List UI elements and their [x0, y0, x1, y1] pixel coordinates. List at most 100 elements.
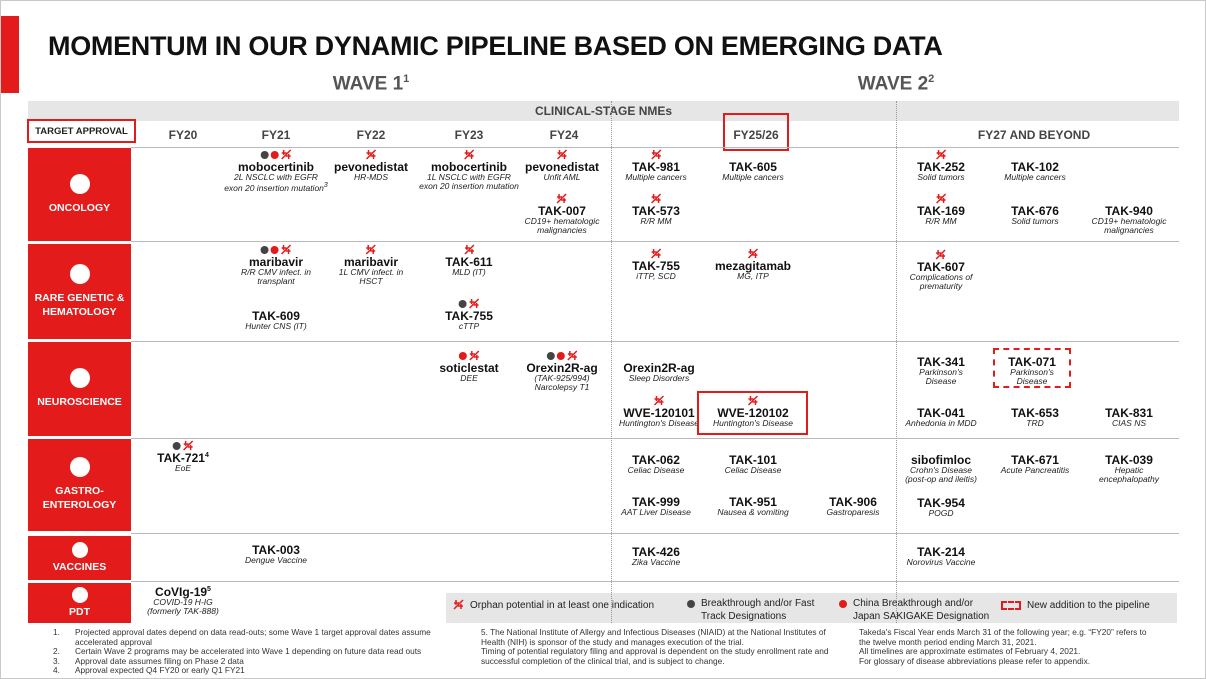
china-dot [270, 245, 279, 254]
item-indication: (post-op and ileitis) [905, 475, 977, 484]
footnote: 2. Certain Wave 2 programs may be acceler… [53, 647, 473, 657]
item-name-text: TAK-755 [632, 259, 680, 273]
therapeutic-area: ONCOLOGY [28, 148, 131, 241]
item-name-text: TAK-007 [538, 204, 586, 218]
pipeline-item: TAK-041 Anhedonia in MDD [905, 407, 976, 428]
pipeline-item: TAK-169 R/R MM [917, 193, 965, 226]
item-indication: MLD (IT) [445, 267, 492, 277]
pipeline-item: mobocertinib 2L NSCLC with EGFR exon 20 in… [224, 149, 328, 194]
item-indication-text: CD19+ hematologic [1091, 216, 1167, 226]
item-indication-text: Multiple cancers [1004, 172, 1066, 182]
pipeline-item: TAK-999 AAT Liver Disease [621, 496, 691, 517]
therapeutic-area: PDT [28, 583, 131, 623]
item-name: TAK-999 [621, 496, 691, 508]
row-line [131, 533, 1179, 534]
item-icons [747, 248, 759, 259]
pipeline-item: TAK-831 CIAS NS [1105, 407, 1153, 428]
item-name-text: WVE-120101 [623, 406, 695, 420]
item-indication: malignancies [525, 226, 600, 235]
item-indication: iTTP, SCD [632, 271, 680, 281]
item-indication-text: Celiac Disease [724, 465, 782, 475]
footnote-number: 1. [53, 627, 60, 637]
pipeline-item: TAK-653 TRD [1011, 407, 1059, 428]
item-indication: Acute Pancreatitis [1001, 465, 1070, 475]
legend-new: New addition to the pipeline [1001, 599, 1150, 612]
item-indication-text: Hunter CNS (IT) [245, 321, 307, 331]
area-icon [69, 263, 90, 284]
item-name: TAK-102 [1004, 161, 1065, 173]
item-indication-text: CIAS NS [1111, 418, 1147, 428]
year-header: FY27 AND BEYOND [977, 128, 1091, 142]
item-name: TAK-169 [917, 205, 965, 217]
legend-china-line: China Breakthrough and/or [853, 598, 974, 609]
item-indication: EoE [157, 463, 209, 473]
item-name: Orexin2R-ag [623, 362, 694, 374]
item-name-text: TAK-573 [632, 204, 680, 218]
item-name-text: Orexin2R-ag [623, 361, 695, 375]
item-name: TAK-426 [632, 546, 680, 558]
legend-china-line: Japan SAKIGAKE Designation [853, 611, 990, 622]
footnotes: 1. Projected approval dates depend on dat… [53, 627, 473, 676]
item-name: soticlestat [439, 362, 498, 374]
item-indication-text: (post-op and ileitis) [905, 474, 977, 485]
row-line [131, 241, 1179, 242]
footnote: 4. Approval expected Q4 FY20 or early Q1 … [53, 666, 473, 676]
item-indication: Disease [1008, 377, 1056, 386]
pipeline-item: pevonedistat HR-MDS [334, 149, 408, 182]
item-name-text: TAK-951 [729, 495, 777, 509]
area-icon [69, 173, 90, 194]
item-indication: AAT Liver Disease [621, 507, 691, 517]
item-indication: exon 20 insertion mutation [419, 182, 519, 191]
item-icons [650, 248, 662, 259]
legend-new-text: New addition to the pipeline [1027, 600, 1150, 611]
year-header: FY23 [454, 128, 484, 142]
item-name: sibofimloc [905, 454, 977, 466]
item-indication: (TAK-925/994) [526, 373, 597, 383]
item-indication-text: Solid tumors [917, 172, 965, 182]
item-name-text: TAK-611 [445, 255, 493, 269]
item-name-text: TAK-671 [1011, 453, 1059, 467]
therapeutic-area: NEUROSCIENCE [28, 342, 131, 436]
item-icons [650, 149, 662, 160]
item-name-text: TAK-003 [252, 543, 300, 557]
item-name: Orexin2R-ag [526, 362, 597, 374]
item-indication: Zika Vaccine [632, 557, 680, 567]
item-name: TAK-605 [722, 161, 783, 173]
item-icons [458, 298, 480, 309]
item-name: TAK-607 [910, 261, 973, 273]
item-indication: Norovirus Vaccine [907, 557, 976, 567]
item-icons [556, 149, 568, 160]
footnote-text: Certain Wave 2 programs may be accelerat… [75, 646, 422, 657]
item-name-text: TAK-906 [829, 495, 877, 509]
orphan-icon [556, 193, 568, 204]
item-indication: malignancies [1092, 226, 1167, 235]
item-name: TAK-653 [1011, 407, 1059, 419]
item-name: maribavir [241, 256, 311, 268]
band-label: CLINICAL-STAGE NMEs [534, 104, 673, 118]
legend-breakthrough-line: Breakthrough and/or Fast [701, 598, 815, 609]
item-indication-text: 1L CMV infect. in [338, 267, 404, 277]
item-name: TAK-940 [1092, 205, 1167, 217]
item-indication: Unfit AML [525, 172, 599, 182]
item-name: TAK-573 [632, 205, 680, 217]
orphan-icon [935, 249, 947, 260]
item-indication-text: malignancies [1104, 225, 1154, 236]
item-indication-text: Huntington's Disease [712, 418, 794, 428]
item-name-text: TAK-755 [445, 309, 493, 323]
item-indication: Disease [917, 377, 965, 386]
item-name: TAK-981 [625, 161, 686, 173]
breakthrough-dot [260, 150, 269, 159]
item-name: TAK-041 [905, 407, 976, 419]
new-icon [1001, 601, 1021, 610]
item-indication-text: Parkinson's [919, 367, 963, 377]
item-name-text: mezagitamab [714, 259, 792, 273]
item-name-text: TAK-214 [917, 545, 965, 559]
orphan-icon [463, 149, 475, 160]
item-name: TAK-214 [907, 546, 976, 558]
item-name-text: pevonedistat [524, 160, 600, 174]
item-indication: Hunter CNS (IT) [245, 321, 307, 331]
pipeline-item: sibofimloc Crohn's Disease (post-op and il… [905, 454, 977, 485]
area-icon [71, 541, 88, 558]
area-label: RARE GENETIC & [34, 291, 125, 304]
item-name: TAK-831 [1105, 407, 1153, 419]
